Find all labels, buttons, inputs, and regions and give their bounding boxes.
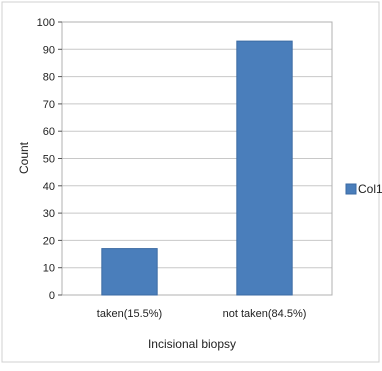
chart-outer-border bbox=[1, 1, 380, 363]
y-tick-label: 70 bbox=[43, 99, 55, 111]
y-tick-label: 0 bbox=[49, 290, 55, 302]
y-tick-label: 60 bbox=[43, 126, 55, 138]
y-tick-label: 20 bbox=[43, 235, 55, 247]
y-tick-label: 90 bbox=[43, 44, 55, 56]
y-tick-label: 50 bbox=[43, 154, 55, 166]
x-axis-title: Incisional biopsy bbox=[148, 337, 236, 351]
bar-taken bbox=[101, 248, 158, 296]
x-tick-label: not taken(84.5%) bbox=[223, 308, 307, 320]
bars bbox=[101, 40, 293, 296]
y-tick-labels: 0 10 20 30 40 50 60 70 80 90 100 bbox=[37, 17, 62, 302]
y-tick-label: 40 bbox=[43, 181, 55, 193]
y-tick-label: 10 bbox=[43, 263, 55, 275]
y-tick-label: 30 bbox=[43, 208, 55, 220]
legend-swatch bbox=[345, 183, 357, 195]
legend-label: Col1 bbox=[358, 182, 382, 196]
legend: Col1 bbox=[345, 182, 382, 196]
y-tick-label: 100 bbox=[37, 17, 55, 29]
bar-not-taken bbox=[236, 40, 293, 296]
y-axis-title: Count bbox=[17, 141, 31, 174]
x-tick-labels: taken(15.5%) not taken(84.5%) bbox=[97, 308, 307, 320]
x-tick-label: taken(15.5%) bbox=[97, 308, 162, 320]
y-tick-label: 80 bbox=[43, 72, 55, 84]
